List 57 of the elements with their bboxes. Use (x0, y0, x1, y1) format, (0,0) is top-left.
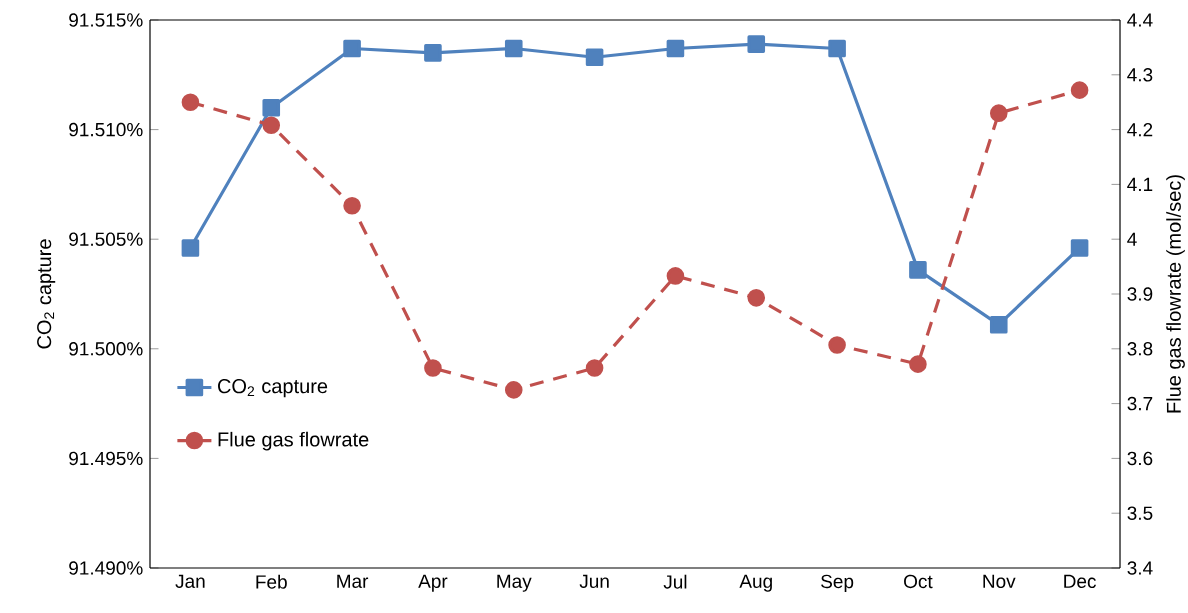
y2-tick-label: 4.2 (1127, 122, 1153, 137)
legend-label: CO$_{2}$ capture (218, 379, 328, 398)
x-tick-label: May (497, 574, 532, 592)
y-tick-label: 91.505% (69, 232, 143, 246)
x-tick-label: Jan (175, 574, 205, 588)
point (424, 44, 442, 62)
y2-tick-label: 4.3 (1127, 68, 1153, 82)
point (989, 315, 1008, 334)
y2-tick-label: 3.7 (1127, 396, 1153, 411)
point (262, 98, 281, 117)
point (666, 39, 685, 58)
point (666, 267, 685, 285)
y2-tick-label: 4.1 (1127, 177, 1153, 191)
y-tick-label: 91.510% (69, 122, 143, 137)
legend-label: Flue gas flowrate (218, 431, 369, 451)
point (181, 239, 200, 257)
x-tick-label: Aug (739, 574, 772, 592)
point (909, 261, 927, 279)
y2-axis-title: Flue gas flowrate (mol/sec) (1166, 175, 1185, 413)
point (181, 93, 200, 111)
y-tick-label: 91.500% (69, 342, 143, 356)
y2-tick-label: 3.4 (1127, 561, 1153, 575)
y-tick-label: 91.495% (69, 451, 143, 466)
point (343, 196, 361, 215)
x-tick-label: Sep (821, 574, 854, 592)
y2-tick-label: 4 (1127, 232, 1137, 246)
point (424, 359, 442, 377)
point (585, 48, 604, 67)
x-tick-label: Dec (1064, 574, 1096, 588)
point (828, 39, 846, 58)
point (747, 289, 766, 307)
y2-tick-label: 4.4 (1127, 13, 1153, 27)
y-tick-label: 91.515% (69, 13, 143, 27)
x-tick-label: Apr (418, 574, 448, 592)
point (504, 39, 523, 58)
y2-tick-label: 3.5 (1127, 506, 1153, 520)
point (828, 336, 846, 354)
point (343, 39, 361, 58)
y2-tick-label: 3.9 (1127, 287, 1153, 301)
y2-tick-label: 3.6 (1127, 451, 1153, 466)
x-tick-label: Oct (904, 574, 933, 589)
y2-tick-label: 3.8 (1127, 342, 1153, 356)
y-axis-title: CO$_{2}$ capture (37, 239, 56, 349)
x-tick-label: Mar (337, 574, 369, 588)
point (909, 355, 927, 373)
point (1070, 81, 1089, 99)
point (747, 35, 766, 53)
x-tick-label: Jun (579, 574, 609, 588)
x-tick-label: Nov (983, 574, 1016, 588)
point (989, 104, 1008, 122)
point (262, 116, 281, 135)
point (1070, 239, 1089, 257)
y-tick-label: 91.490% (69, 561, 143, 575)
point (585, 359, 604, 377)
x-tick-label: Feb (256, 574, 287, 589)
point (504, 381, 523, 399)
x-tick-label: Jul (663, 574, 687, 589)
